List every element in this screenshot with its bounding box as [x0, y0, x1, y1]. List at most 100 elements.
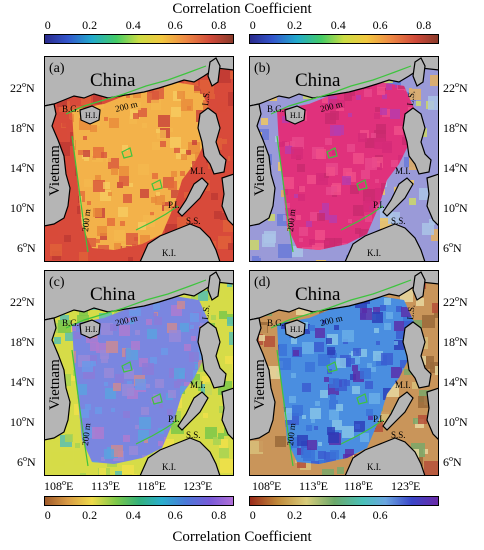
data-cell [377, 82, 386, 88]
data-cell [318, 442, 322, 446]
data-cell [272, 308, 280, 316]
data-cell [142, 455, 146, 459]
bottom-colorbar-title: Correlation Coefficient [172, 529, 312, 545]
data-cell [146, 319, 152, 325]
data-cell [361, 170, 370, 179]
data-cell [230, 445, 234, 450]
data-cell [152, 173, 158, 179]
data-cell [292, 405, 303, 416]
data-cell [325, 138, 332, 145]
data-cell [422, 223, 434, 235]
panel-frame [44, 56, 234, 262]
colorbar-tick-label: 0.4 [125, 18, 141, 32]
isobath-200m-west [276, 349, 294, 467]
data-cell [123, 194, 132, 203]
coordinate-label: 14oN [443, 160, 468, 175]
data-cell [72, 327, 76, 331]
data-cell [294, 194, 298, 198]
map-label-ss: S.S. [186, 430, 201, 440]
data-cell [129, 446, 138, 455]
coordinate-label: 18oN [10, 120, 35, 135]
coordinate-label: 14oN [10, 374, 35, 389]
data-cell [171, 107, 181, 117]
data-cell [318, 460, 326, 464]
data-cell [169, 128, 173, 132]
data-cell [101, 457, 105, 461]
data-cell [376, 341, 380, 345]
map-label-isobath2: 200 m [80, 209, 92, 233]
data-cell [126, 94, 130, 98]
data-cell [324, 377, 329, 382]
bottom-right-colorbar [249, 496, 439, 506]
data-cell [179, 373, 184, 378]
map-label-hi: H.I. [290, 325, 302, 334]
data-cell [371, 133, 376, 138]
data-cell [211, 193, 218, 200]
data-cell [171, 171, 177, 177]
data-cell [353, 371, 364, 382]
data-cell [104, 449, 114, 459]
data-cell [435, 366, 439, 375]
data-cell [375, 107, 380, 112]
data-cell [311, 461, 319, 464]
data-cell [93, 208, 102, 217]
data-cell [328, 432, 339, 443]
taiwan-island [412, 57, 426, 87]
coordinate-label: 108oE [252, 478, 282, 493]
data-cell [167, 409, 173, 415]
seamount-contour [151, 393, 163, 405]
philippines-south [221, 387, 234, 441]
data-cell [130, 320, 134, 324]
data-cell [292, 246, 303, 257]
coordinate-label: 118oE [137, 478, 166, 493]
top-left-colorbar [44, 34, 234, 44]
philippines-south [426, 173, 439, 227]
data-cell [218, 70, 231, 83]
data-cell [315, 328, 325, 338]
luzon-island [402, 107, 432, 175]
data-cell [186, 150, 191, 155]
data-cell [101, 356, 108, 363]
isobath-200m-west [71, 349, 89, 467]
isobath-200m-west [71, 135, 89, 253]
data-cell [122, 465, 134, 476]
data-cell [154, 317, 162, 325]
data-cell [396, 306, 402, 312]
data-cell [429, 293, 436, 300]
data-cell [360, 368, 371, 379]
map-label-bg: B.G. [62, 318, 79, 328]
data-cell [87, 201, 91, 205]
data-cell [396, 331, 404, 339]
data-cell [84, 427, 95, 438]
data-cell [218, 433, 224, 439]
data-cell [72, 114, 74, 122]
data-cell [97, 226, 107, 236]
data-cell [301, 448, 311, 458]
data-cell [119, 166, 129, 176]
data-cell [259, 335, 265, 341]
data-cell [101, 152, 107, 158]
data-cell [122, 244, 126, 248]
data-cell [302, 415, 306, 419]
data-cell [194, 82, 204, 91]
data-cell [256, 325, 267, 336]
data-cell [205, 427, 217, 439]
data-cell [431, 229, 439, 241]
data-cell [170, 137, 181, 148]
data-cell [219, 439, 228, 448]
seamount-contour [356, 393, 368, 405]
data-cell [146, 384, 150, 388]
data-cell [282, 141, 287, 146]
coordinate-label: 18oN [10, 334, 35, 349]
data-cell [360, 433, 369, 442]
data-cell [184, 192, 190, 198]
data-cell [384, 323, 391, 330]
data-cell [365, 138, 375, 148]
data-cell [372, 312, 383, 323]
data-cell [140, 189, 149, 198]
data-cell [322, 320, 326, 324]
data-cell [93, 147, 104, 158]
data-cell [140, 235, 150, 245]
data-cell [123, 411, 130, 418]
